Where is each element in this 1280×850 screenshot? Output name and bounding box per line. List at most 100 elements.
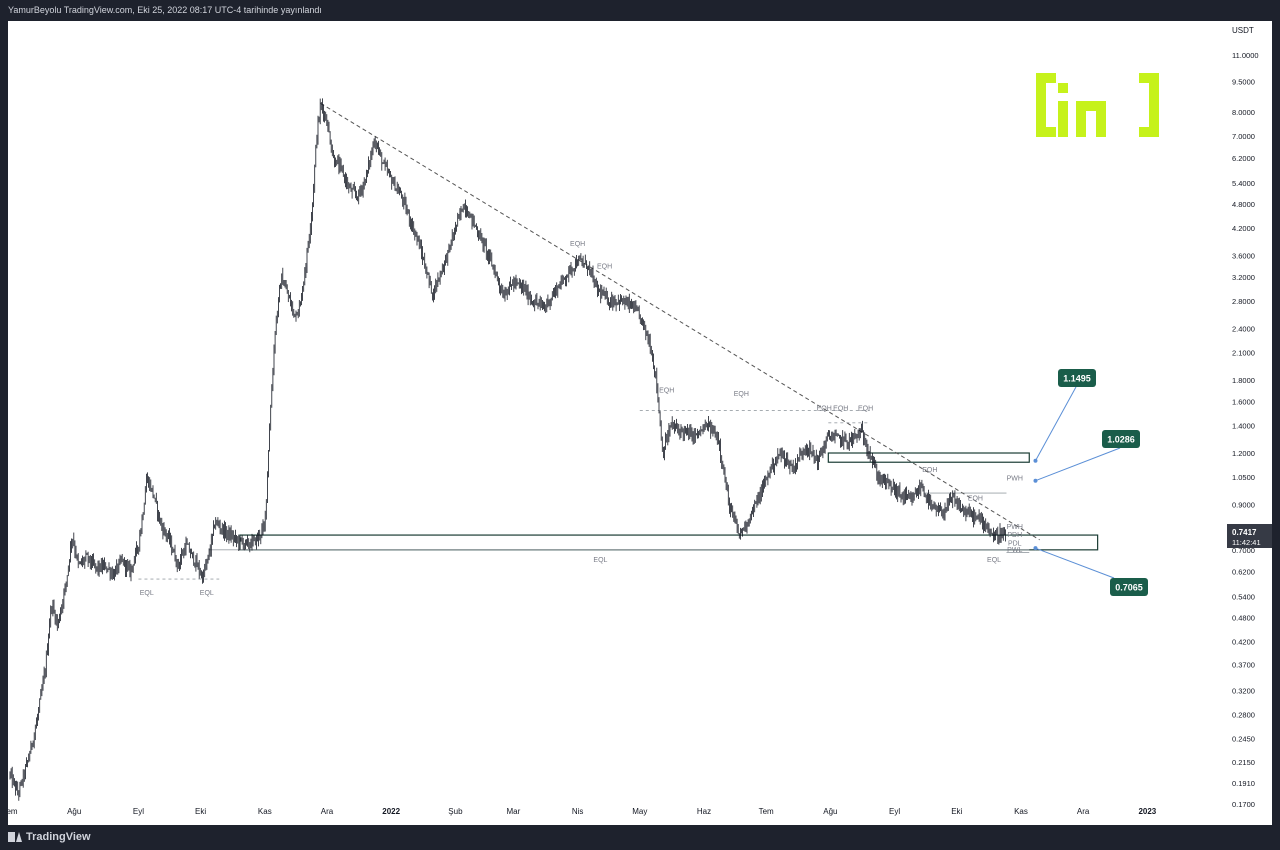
y-tick-label: 0.1910 [1232, 779, 1255, 788]
last-price-countdown: 11:42:41 [1232, 538, 1261, 547]
tradingview-logo-icon [8, 832, 22, 842]
y-tick-label: 2.1000 [1232, 348, 1255, 357]
footer-bar: TradingView [0, 825, 1280, 850]
x-tick-label: Kas [258, 807, 272, 816]
y-tick-label: 9.5000 [1232, 77, 1255, 86]
callout-dot [1033, 546, 1038, 551]
y-tick-label: 1.2000 [1232, 449, 1255, 458]
callout-label: 1.0286 [1107, 435, 1135, 445]
annotation-label: EQL [593, 557, 607, 564]
brand-logo-part [1076, 101, 1086, 137]
x-tick-label: Ara [321, 807, 334, 816]
callout-box [1102, 430, 1140, 448]
y-tick-label: 0.7000 [1232, 546, 1255, 555]
x-tick-label: 2023 [1138, 807, 1156, 816]
brand-logo-part [1149, 73, 1159, 137]
x-tick-label: Tem [759, 807, 774, 816]
tradingview-logo[interactable]: TradingView [8, 831, 91, 843]
brand-logo-part [1096, 101, 1106, 137]
brand-logo-part [1076, 101, 1106, 111]
y-tick-label: 2.4000 [1232, 324, 1255, 333]
callout-dot [1033, 458, 1038, 463]
y-tick-label: 0.2150 [1232, 758, 1255, 767]
annotation-label: PWH [1007, 475, 1023, 482]
x-tick-label: Eki [951, 807, 962, 816]
y-tick-label: 0.1700 [1232, 800, 1255, 809]
callout-pointer [1035, 447, 1121, 482]
annotation-label: EQH [817, 406, 832, 413]
x-tick-label: Nis [572, 807, 584, 816]
x-tick-label: Ara [1077, 807, 1090, 816]
y-tick-label: 4.8000 [1232, 200, 1255, 209]
x-tick-label: May [632, 807, 647, 816]
brand-logo-part [1058, 83, 1068, 93]
y-tick-label: 1.4000 [1232, 421, 1255, 430]
x-tick-label: 2022 [382, 807, 400, 816]
brand-logo [1036, 73, 1159, 137]
y-tick-label: 0.6200 [1232, 568, 1255, 577]
y-tick-label: 0.2450 [1232, 734, 1255, 743]
y-tick-label: 0.5400 [1232, 592, 1255, 601]
annotation-label: EQH [597, 264, 612, 271]
annotation-label: EQH [968, 496, 983, 503]
y-tick-label: 0.9000 [1232, 501, 1255, 510]
y-tick-label: 1.8000 [1232, 376, 1255, 385]
annotation-label: PWL [1007, 547, 1022, 554]
y-tick-label: 11.0000 [1232, 51, 1259, 60]
callout-box [1110, 578, 1148, 596]
x-tick-label: Tem [8, 807, 18, 816]
y-tick-label: 7.0000 [1232, 132, 1255, 141]
y-tick-label: 0.4800 [1232, 614, 1255, 623]
zone-box [827, 452, 1030, 463]
x-tick-label: Şub [448, 807, 463, 816]
annotation-label: PDL [1008, 540, 1022, 547]
y-tick-label: 1.0500 [1232, 473, 1255, 482]
annotation-label: EQL [987, 557, 1001, 564]
x-tick-label: Eyl [889, 807, 900, 816]
y-tick-label: 8.0000 [1232, 108, 1255, 117]
callout-pointer [1035, 386, 1077, 461]
callout-box [1058, 369, 1096, 387]
y-tick-label: 0.3700 [1232, 660, 1255, 669]
y-tick-label: 3.2000 [1232, 273, 1255, 282]
y-axis-unit: USDT [1232, 26, 1254, 35]
last-price-badge [1227, 524, 1272, 548]
y-tick-label: 2.8000 [1232, 297, 1255, 306]
chart-panel[interactable]: 1.1495 1.0286 0.7065 EQL EQL EQL EQL EQH EQH EQH… [8, 21, 1272, 825]
annotation-label: EQH [922, 467, 937, 474]
y-tick-label: 5.4000 [1232, 179, 1255, 188]
callout-label: 1.1495 [1063, 374, 1091, 384]
annotation-label: PDH [1007, 532, 1022, 539]
tradingview-logo-text: TradingView [26, 831, 91, 843]
annotation-label: EQH [833, 406, 848, 413]
brand-logo-part [1036, 127, 1056, 137]
x-tick-label: Ağu [67, 807, 81, 816]
y-tick-label: 1.6000 [1232, 397, 1255, 406]
trendline [320, 102, 1040, 541]
annotation-label: EQL [140, 590, 154, 597]
callout-pointer [1035, 547, 1115, 579]
annotation-label: EQH [858, 406, 873, 413]
y-tick-label: 0.2800 [1232, 710, 1255, 719]
brand-logo-part [1036, 73, 1046, 137]
annotation-label: PWH [1007, 524, 1023, 531]
x-tick-label: Eki [195, 807, 206, 816]
y-tick-label: 0.4200 [1232, 638, 1255, 647]
annotation-label: EQH [734, 391, 749, 398]
x-tick-label: Mar [507, 807, 521, 816]
publish-info: YamurBeyolu TradingView.com, Eki 25, 202… [8, 5, 322, 15]
x-tick-label: Haz [697, 807, 711, 816]
brand-logo-part [1036, 73, 1056, 83]
x-tick-label: Ağu [823, 807, 837, 816]
brand-logo-part [1058, 101, 1068, 137]
annotation-label: EQL [200, 590, 214, 597]
annotation-label: EQH [659, 388, 674, 395]
x-tick-label: Eyl [133, 807, 144, 816]
x-tick-label: Kas [1014, 807, 1028, 816]
brand-logo-part [1139, 127, 1159, 137]
y-tick-label: 4.2000 [1232, 224, 1255, 233]
callout-dot [1033, 478, 1038, 483]
y-tick-label: 3.6000 [1232, 252, 1255, 261]
brand-logo-part [1139, 73, 1159, 83]
